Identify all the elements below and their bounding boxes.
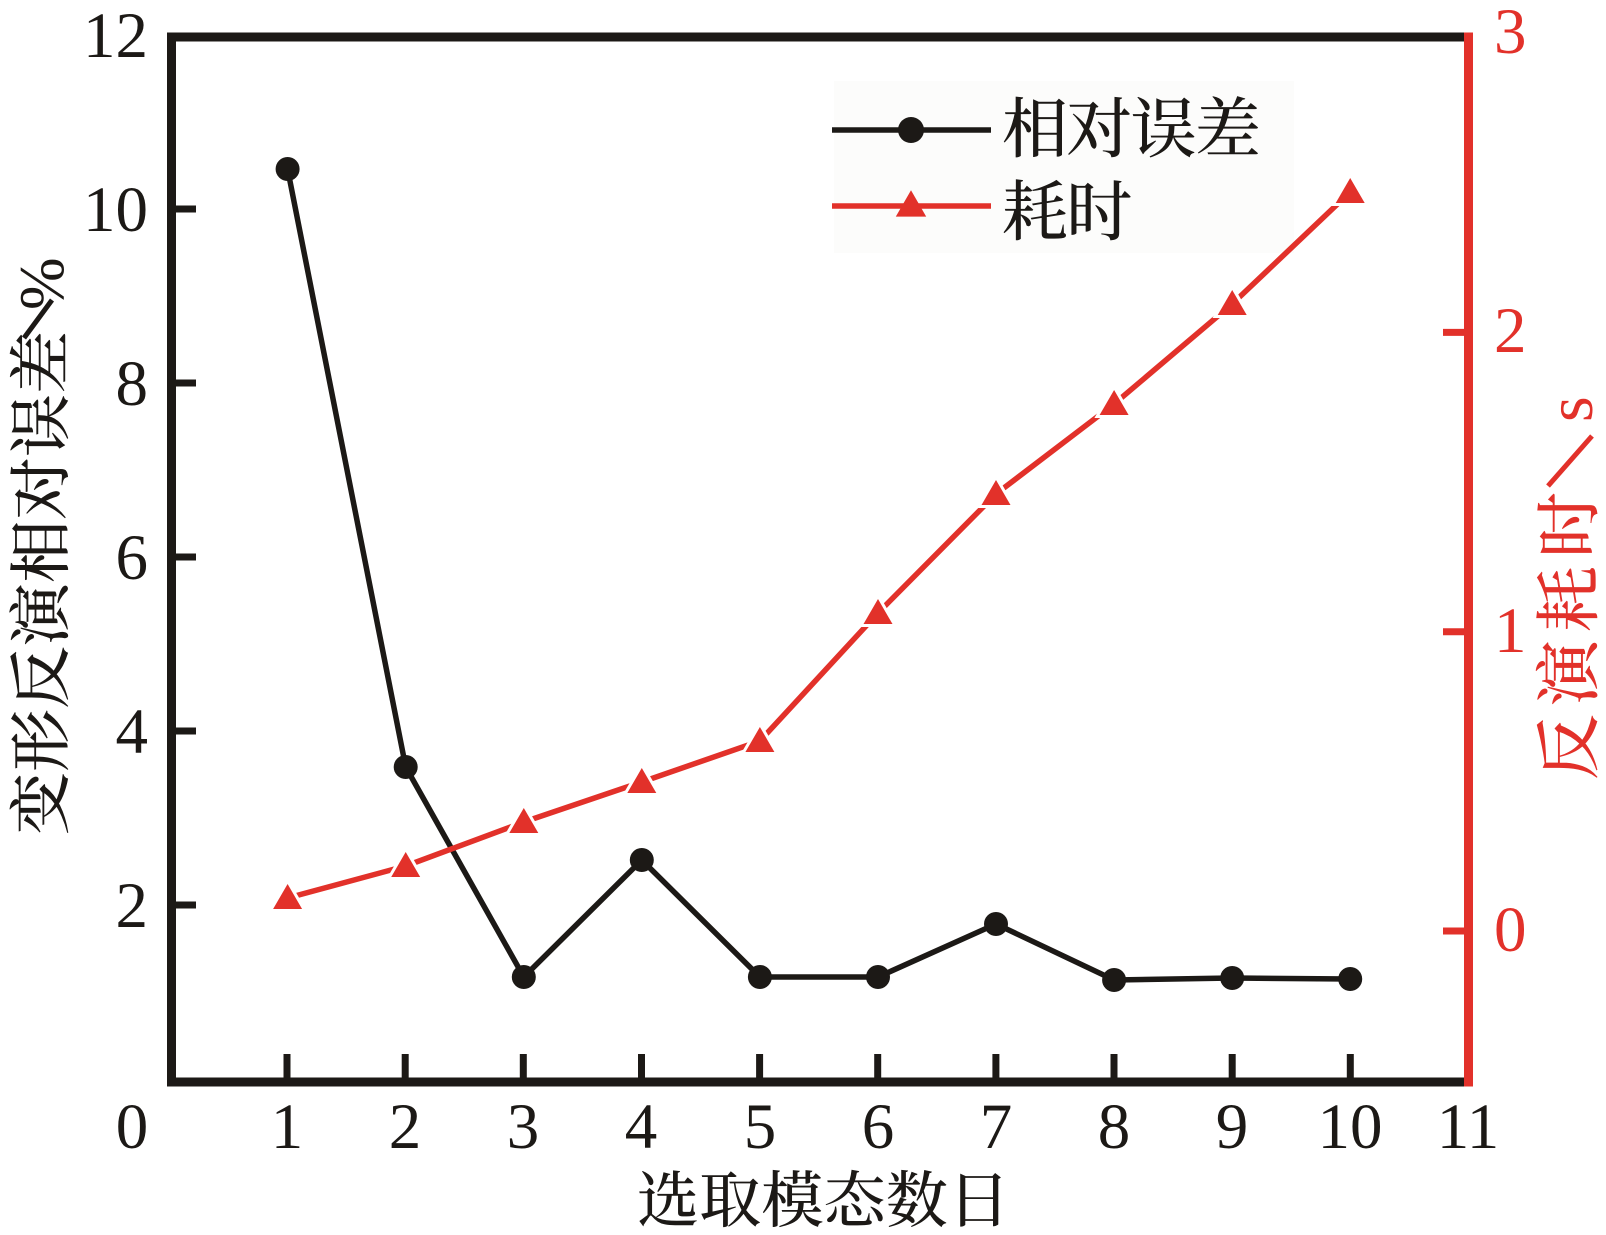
svg-text:4: 4 <box>625 1091 658 1163</box>
svg-text:10: 10 <box>83 174 148 246</box>
svg-text:7: 7 <box>980 1091 1013 1163</box>
svg-text:11: 11 <box>1437 1091 1500 1163</box>
svg-text:3: 3 <box>507 1091 540 1163</box>
svg-text:1: 1 <box>1494 595 1527 667</box>
svg-text:1: 1 <box>271 1091 304 1163</box>
svg-text:2: 2 <box>1494 295 1527 367</box>
svg-text:5: 5 <box>744 1091 777 1163</box>
svg-text:3: 3 <box>1494 0 1527 68</box>
svg-text:2: 2 <box>116 870 149 942</box>
svg-text:2: 2 <box>389 1091 422 1163</box>
svg-text:%: % <box>7 258 77 310</box>
svg-text:8: 8 <box>1098 1091 1131 1163</box>
svg-text:8: 8 <box>116 348 149 420</box>
svg-text:4: 4 <box>116 696 149 768</box>
svg-text:12: 12 <box>83 0 148 72</box>
svg-text:10: 10 <box>1318 1091 1383 1163</box>
svg-text:0: 0 <box>116 1091 149 1163</box>
svg-text:9: 9 <box>1216 1091 1249 1163</box>
svg-text:0: 0 <box>1494 894 1527 966</box>
svg-text:s: s <box>1534 396 1606 422</box>
svg-text:6: 6 <box>116 522 149 594</box>
svg-text:6: 6 <box>862 1091 895 1163</box>
